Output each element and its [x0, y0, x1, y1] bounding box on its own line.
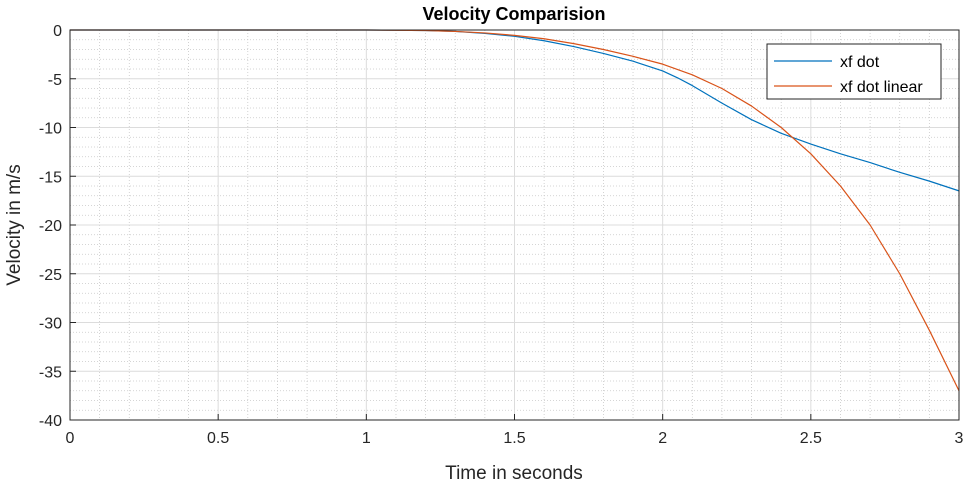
y-tick-label: -35	[39, 364, 62, 381]
y-axis-ticks: 0 -5 -10 -15 -20 -25 -30 -35 -40	[39, 23, 76, 430]
x-tick-label: 3	[955, 430, 964, 447]
y-tick-label: -25	[39, 267, 62, 284]
x-tick-label: 2	[658, 430, 667, 447]
series-line-xf-dot-linear	[70, 29, 960, 392]
y-tick-label: -15	[39, 169, 62, 186]
y-tick-label: -40	[39, 413, 62, 430]
x-axis-ticks: 0 0.5 1 1.5 2 2.5 3	[66, 414, 964, 447]
legend: xf dot xf dot linear	[766, 43, 942, 100]
y-tick-label: -10	[39, 121, 62, 138]
y-tick-label: -30	[39, 316, 62, 333]
x-tick-label: 1.5	[503, 430, 525, 447]
y-tick-label: -20	[39, 218, 62, 235]
x-tick-label: 1	[362, 430, 371, 447]
legend-label-xf-dot: xf dot	[840, 54, 880, 71]
y-axis-label: Velocity in m/s	[4, 164, 25, 285]
x-tick-label: 2.5	[800, 430, 822, 447]
series-layer	[70, 29, 960, 392]
legend-box	[766, 43, 942, 100]
x-tick-label: 0	[66, 430, 75, 447]
x-tick-label: 0.5	[207, 430, 229, 447]
chart-title: Velocity Comparision	[422, 4, 605, 24]
legend-label-xf-dot-linear: xf dot linear	[840, 79, 923, 96]
y-tick-label: -5	[48, 72, 62, 89]
y-tick-label: 0	[53, 23, 62, 40]
x-axis-label: Time in seconds	[445, 463, 583, 484]
